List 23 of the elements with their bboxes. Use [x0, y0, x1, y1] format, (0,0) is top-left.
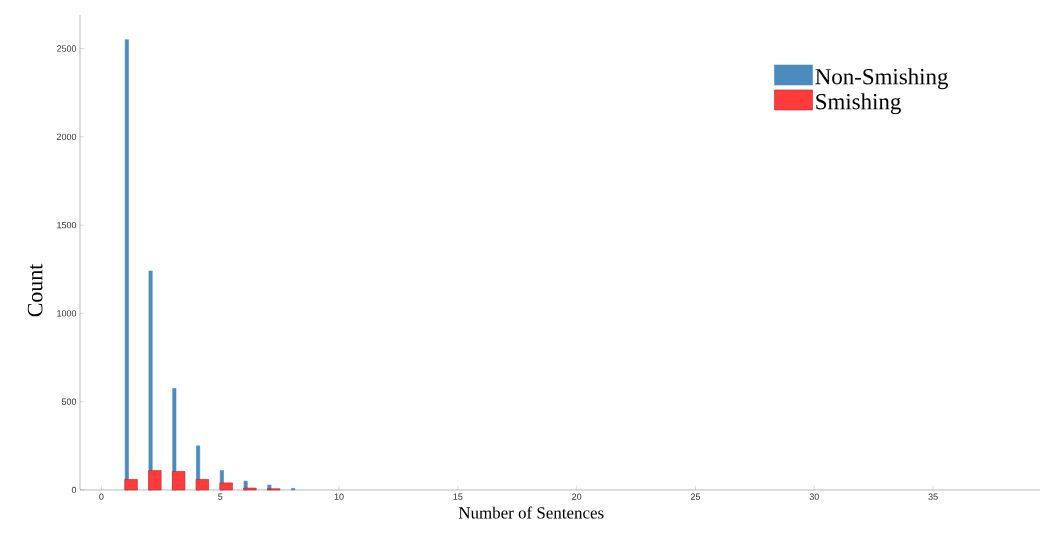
legend-label: Smishing [816, 93, 901, 115]
x-tick-label: 30 [809, 493, 819, 500]
y-tick-label: 0 [71, 486, 77, 494]
x-tick-label: 15 [453, 493, 463, 500]
y-tick-label: 1000 [57, 310, 77, 317]
bar [148, 470, 162, 491]
bar [195, 479, 209, 491]
y-tick-label: 2500 [57, 45, 77, 52]
x-tick-label: 35 [928, 493, 938, 500]
x-tick-label: 0 [99, 493, 104, 500]
bar [172, 471, 186, 491]
y-tick-label: 500 [61, 398, 77, 405]
y-tick-label: 2000 [57, 133, 77, 141]
y-axis-title: Count [27, 263, 43, 317]
x-tick-label: 5 [218, 493, 223, 500]
bar [219, 482, 233, 491]
x-axis-title: Number of Sentences [458, 506, 604, 519]
y-tick-label: 1500 [57, 221, 77, 229]
x-tick-label: 20 [572, 493, 582, 500]
legend-label: Non-Smishing [815, 68, 949, 90]
bar [124, 479, 138, 491]
x-tick-label: 25 [690, 493, 701, 500]
x-tick-label: 10 [334, 493, 344, 500]
